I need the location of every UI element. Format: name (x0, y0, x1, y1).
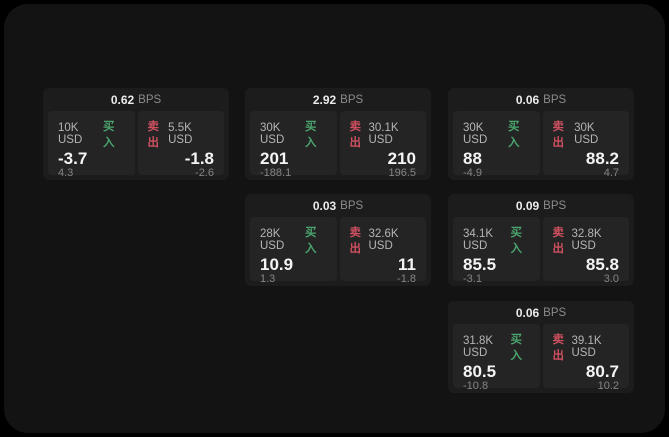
buy-amount: 10K USD (58, 122, 83, 146)
buy-quote-tile[interactable]: 34.1K USD 买入 85.5 -3.1 (453, 217, 540, 285)
sell-side-label: 卖出 (349, 227, 362, 255)
quote-card: 0.06 BPS 31.8K USD 买入 80.5 -10.8 卖出 39.1… (448, 301, 634, 393)
sell-delta: -1.8 (397, 273, 416, 285)
buy-quote-tile[interactable]: 10K USD 买入 -3.7 4.3 (48, 111, 135, 179)
buy-amount: 30K USD (463, 122, 488, 146)
buy-quote-tile[interactable]: 31.8K USD 买入 80.5 -10.8 (453, 324, 540, 392)
sell-amount: 30.1K USD (368, 122, 399, 146)
buy-price: -3.7 (58, 149, 88, 168)
quote-card: 0.09 BPS 34.1K USD 买入 85.5 -3.1 卖出 32.8K… (448, 194, 634, 286)
sell-price: -1.8 (184, 149, 214, 168)
sell-quote-tile[interactable]: 卖出 39.1K USD 80.7 10.2 (542, 324, 629, 392)
buy-price: 10.9 (260, 255, 294, 274)
spread-unit: BPS (543, 93, 567, 106)
spread-header: 0.62 BPS (43, 88, 229, 111)
buy-delta: 4.3 (58, 167, 74, 179)
spread-value: 0.03 (312, 198, 337, 213)
spread-header: 0.06 BPS (448, 88, 634, 111)
quote-card: 0.06 BPS 30K USD 买入 88 -4.9 卖出 30K USD 8… (448, 88, 634, 180)
sell-delta: 3.0 (603, 273, 619, 285)
sell-side-label: 卖出 (552, 334, 565, 362)
buy-price: 201 (260, 149, 289, 168)
buy-side-label: 买入 (507, 121, 520, 149)
buy-price: 85.5 (463, 255, 497, 274)
sell-quote-tile[interactable]: 卖出 32.8K USD 85.8 3.0 (542, 217, 629, 285)
sell-side-label: 卖出 (552, 227, 565, 255)
buy-side-label: 买入 (510, 227, 523, 255)
buy-quote-tile[interactable]: 28K USD 买入 10.9 1.3 (250, 217, 337, 285)
spread-header: 0.06 BPS (448, 301, 634, 324)
buy-amount: 28K USD (260, 228, 285, 252)
quote-card: 0.62 BPS 10K USD 买入 -3.7 4.3 卖出 5.5K USD… (43, 88, 229, 180)
buy-quote-tile[interactable]: 30K USD 买入 201 -188.1 (250, 111, 337, 179)
buy-delta: -10.8 (463, 380, 489, 392)
buy-side-label: 买入 (304, 227, 317, 255)
sell-delta: -2.6 (195, 167, 214, 179)
sell-price: 210 (387, 149, 416, 168)
buy-delta: -188.1 (260, 167, 292, 179)
sell-quote-tile[interactable]: 卖出 5.5K USD -1.8 -2.6 (137, 111, 224, 179)
buy-amount: 31.8K USD (463, 335, 494, 359)
buy-side-label: 买入 (304, 121, 317, 149)
buy-price: 88 (463, 149, 482, 168)
spread-unit: BPS (543, 199, 567, 212)
buy-amount: 34.1K USD (463, 228, 494, 252)
sell-price: 11 (398, 255, 416, 274)
sell-amount: 39.1K USD (571, 335, 602, 359)
buy-side-label: 买入 (510, 334, 523, 362)
sell-amount: 32.8K USD (571, 228, 602, 252)
buy-delta: 1.3 (260, 273, 276, 285)
sell-side-label: 卖出 (147, 121, 160, 149)
spread-value: 0.06 (515, 92, 540, 107)
spread-header: 2.92 BPS (245, 88, 431, 111)
sell-amount: 32.6K USD (368, 228, 399, 252)
spread-unit: BPS (340, 93, 364, 106)
sell-amount: 5.5K USD (168, 122, 193, 146)
buy-delta: -3.1 (463, 273, 482, 285)
spread-header: 0.09 BPS (448, 194, 634, 217)
sell-side-label: 卖出 (349, 121, 362, 149)
buy-price: 80.5 (463, 362, 497, 381)
sell-delta: 4.7 (603, 167, 619, 179)
sell-delta: 196.5 (388, 167, 416, 179)
spread-value: 0.06 (515, 305, 540, 320)
quote-card: 2.92 BPS 30K USD 买入 201 -188.1 卖出 30.1K … (245, 88, 431, 180)
buy-quote-tile[interactable]: 30K USD 买入 88 -4.9 (453, 111, 540, 179)
sell-price: 80.7 (585, 362, 619, 381)
sell-amount: 30K USD (574, 122, 599, 146)
sell-quote-tile[interactable]: 卖出 30.1K USD 210 196.5 (339, 111, 426, 179)
sell-quote-tile[interactable]: 卖出 32.6K USD 11 -1.8 (339, 217, 426, 285)
buy-amount: 30K USD (260, 122, 285, 146)
sell-price: 88.2 (585, 149, 619, 168)
spread-unit: BPS (138, 93, 162, 106)
quote-board-window: 0.62 BPS 10K USD 买入 -3.7 4.3 卖出 5.5K USD… (4, 4, 665, 433)
quote-card: 0.03 BPS 28K USD 买入 10.9 1.3 卖出 32.6K US… (245, 194, 431, 286)
spread-value: 0.62 (110, 92, 135, 107)
spread-unit: BPS (543, 306, 567, 319)
sell-price: 85.8 (585, 255, 619, 274)
sell-side-label: 卖出 (552, 121, 565, 149)
buy-side-label: 买入 (102, 121, 115, 149)
spread-value: 2.92 (312, 92, 337, 107)
spread-value: 0.09 (515, 198, 540, 213)
sell-delta: 10.2 (597, 380, 619, 392)
spread-header: 0.03 BPS (245, 194, 431, 217)
sell-quote-tile[interactable]: 卖出 30K USD 88.2 4.7 (542, 111, 629, 179)
buy-delta: -4.9 (463, 167, 482, 179)
spread-unit: BPS (340, 199, 364, 212)
